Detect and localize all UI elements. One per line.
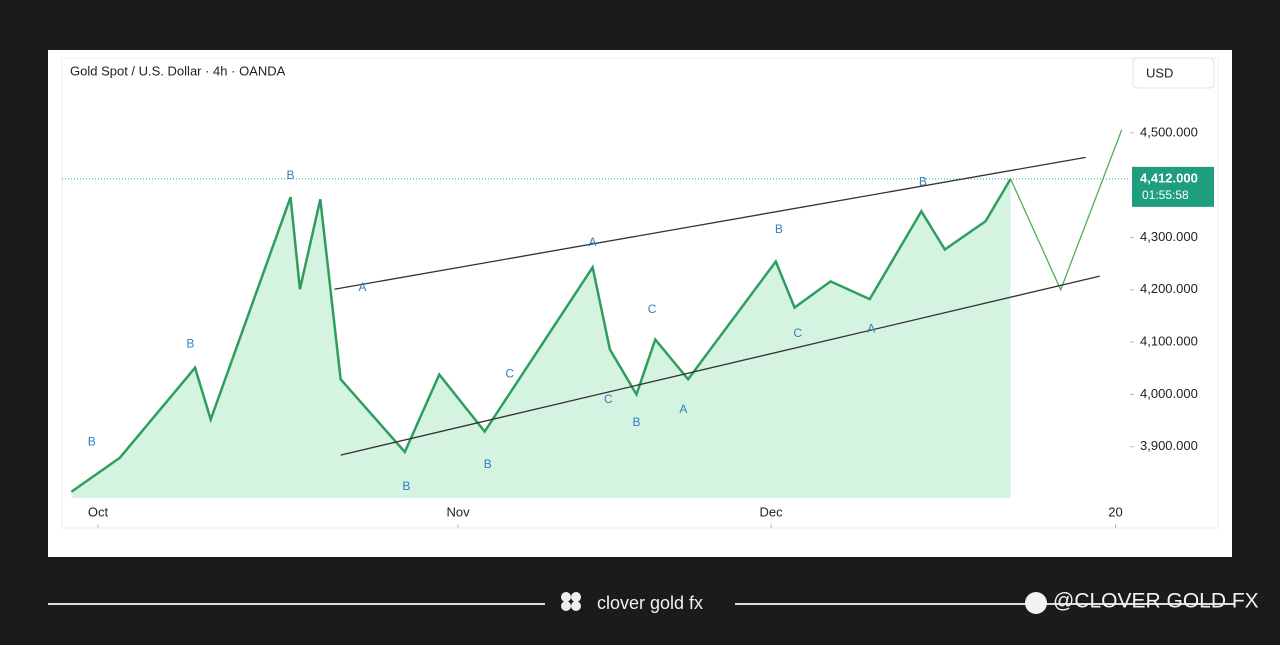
y-tick-label: 4,500.000 (1140, 124, 1198, 139)
wave-label: B (484, 457, 492, 471)
wave-label: B (186, 336, 194, 350)
wave-label: A (589, 235, 597, 249)
wave-label: B (632, 415, 640, 429)
last-price-label: 4,412.000 (1140, 170, 1198, 185)
handle: @CLOVER GOLD FX (1053, 590, 1259, 613)
wave-label: B (88, 435, 96, 449)
facebook-icon (1025, 592, 1047, 614)
x-tick-label: Nov (446, 504, 470, 519)
wave-label: C (604, 392, 613, 406)
wave-label: B (919, 175, 927, 189)
wave-label: C (648, 302, 657, 316)
price-area (71, 178, 1011, 498)
wave-label: A (867, 322, 875, 336)
channel-line (334, 156, 1086, 290)
y-tick-label: 4,000.000 (1140, 386, 1198, 401)
y-tick-label: 4,100.000 (1140, 334, 1198, 349)
wave-label: B (287, 168, 295, 182)
channel-line (340, 275, 1100, 456)
wave-label: A (679, 402, 687, 416)
wave-label: B (402, 479, 410, 493)
y-tick-label: 4,200.000 (1140, 281, 1198, 296)
projection-line (1010, 129, 1123, 292)
last-price-box (1132, 166, 1214, 207)
currency-button[interactable] (1132, 57, 1215, 89)
x-tick-label: Oct (88, 504, 109, 519)
clover-icon (561, 592, 581, 611)
wave-label: A (359, 280, 367, 294)
y-tick-label: 4,300.000 (1140, 229, 1198, 244)
y-tick-label: 3,900.000 (1140, 438, 1198, 453)
x-tick-label: 20 (1108, 504, 1122, 519)
x-tick-label: Dec (760, 504, 784, 519)
plot: 3,900.000 4,000.000 4,100.000 4,200.000 4,30… (62, 124, 1214, 528)
currency: USD (1146, 65, 1173, 80)
chart-frame (61, 57, 1219, 529)
countdown: 01:55:58 (1142, 188, 1189, 202)
wave-label: B (775, 222, 783, 236)
brand: clover gold fx (597, 593, 703, 613)
price-line (70, 178, 1012, 493)
chart-title: Gold Spot / U.S. Dollar · 4h · OANDA (70, 63, 286, 78)
wave-label: C (505, 367, 514, 381)
wave-label: C (793, 326, 802, 340)
